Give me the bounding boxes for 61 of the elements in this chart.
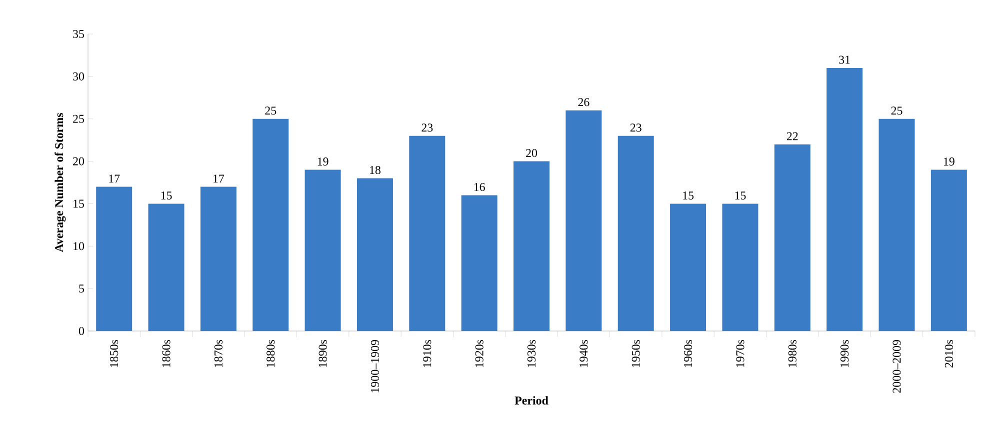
- bar: [566, 110, 602, 331]
- data-label: 19: [318, 158, 328, 166]
- x-tick-label: 1910s: [423, 340, 432, 368]
- y-tick-label: 20: [73, 157, 84, 166]
- bar: [200, 186, 236, 331]
- x-tick-label: 1890s: [318, 340, 327, 368]
- x-tick-label: 1960s: [684, 340, 692, 368]
- y-tick-label: 0: [78, 326, 84, 336]
- x-tick-label: 1940s: [580, 340, 588, 368]
- bar: [618, 136, 654, 331]
- y-axis-title: Average Number of Storms: [54, 113, 66, 252]
- bar: [826, 68, 863, 331]
- data-label: 15: [735, 192, 746, 200]
- y-tick-label: 10: [74, 242, 84, 250]
- data-label: 17: [214, 174, 224, 183]
- x-tick-label: 1950s: [632, 340, 640, 368]
- bar: [304, 170, 341, 331]
- x-tick-label: 1920s: [475, 340, 484, 368]
- data-label: 15: [683, 192, 694, 200]
- bar: [514, 161, 550, 331]
- x-tick-label: 1850s: [110, 340, 118, 368]
- bar: [96, 186, 132, 331]
- data-label: 23: [630, 124, 642, 132]
- x-tick-label: 2000–2009: [892, 340, 901, 393]
- x-tick-label: 1970s: [736, 340, 744, 368]
- bar: [461, 195, 498, 331]
- bar: [252, 118, 289, 331]
- bar: [930, 170, 967, 331]
- data-label: 17: [109, 174, 120, 183]
- x-tick-label: 1860s: [162, 340, 170, 368]
- bar: [774, 144, 810, 331]
- bar: [878, 118, 915, 331]
- y-tick-label: 25: [73, 114, 84, 123]
- data-label: 18: [370, 166, 380, 174]
- data-label: 23: [422, 124, 433, 132]
- bar: [670, 204, 706, 331]
- x-tick-label: 1930s: [527, 340, 536, 368]
- bar: [148, 204, 184, 331]
- data-label: 31: [839, 56, 850, 64]
- data-label: 15: [161, 192, 172, 200]
- bar: [409, 136, 446, 331]
- data-label: 16: [474, 182, 485, 192]
- data-label: 25: [891, 106, 902, 115]
- x-tick-label: 1900–1909: [370, 340, 379, 392]
- x-tick-label: 1990s: [840, 340, 849, 368]
- data-label: 20: [526, 149, 538, 158]
- y-tick-label: 5: [79, 284, 84, 293]
- bar: [356, 178, 393, 331]
- data-label: 22: [786, 132, 798, 140]
- y-tick-label: 30: [73, 72, 84, 80]
- x-tick-label: 1870s: [214, 340, 222, 368]
- data-label: 19: [944, 158, 954, 166]
- x-axis-title: Period: [514, 396, 548, 405]
- bar: [722, 204, 758, 331]
- x-tick-label: 2010s: [944, 340, 953, 368]
- y-tick-label: 15: [74, 200, 84, 208]
- x-tick-label: 1880s: [266, 340, 275, 368]
- y-tick-label: 35: [73, 30, 84, 38]
- data-label: 26: [578, 98, 590, 106]
- x-tick-label: 1980s: [788, 340, 796, 368]
- data-label: 25: [265, 106, 276, 115]
